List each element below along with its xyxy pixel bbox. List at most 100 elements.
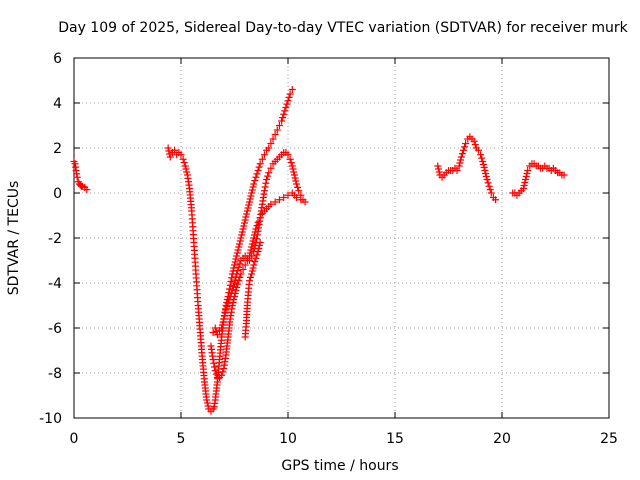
data-point xyxy=(228,302,236,309)
data-point xyxy=(254,248,262,255)
data-point xyxy=(241,261,249,269)
data-point xyxy=(203,396,211,404)
y-tick-label: -6 xyxy=(48,321,62,337)
data-point xyxy=(457,153,465,161)
data-point xyxy=(228,286,236,294)
data-point xyxy=(231,261,238,269)
data-point xyxy=(255,242,263,249)
data-point xyxy=(250,231,258,239)
data-point xyxy=(239,225,247,233)
data-point xyxy=(479,158,487,165)
data-point xyxy=(261,183,269,191)
y-tick-label: -4 xyxy=(48,276,62,292)
data-point xyxy=(210,359,218,367)
data-point xyxy=(219,318,227,326)
data-point xyxy=(212,327,220,335)
data-point xyxy=(255,245,263,252)
data-point xyxy=(301,198,309,206)
data-point xyxy=(239,266,247,273)
data-point xyxy=(211,363,219,371)
data-point xyxy=(253,222,261,230)
data-point xyxy=(224,299,232,307)
data-point xyxy=(228,274,236,282)
data-point xyxy=(245,252,253,260)
data-point xyxy=(233,249,241,257)
data-point xyxy=(245,277,253,285)
data-point xyxy=(265,169,273,177)
data-point xyxy=(245,198,253,206)
data-point xyxy=(240,222,248,230)
data-point xyxy=(453,167,461,174)
data-point xyxy=(171,146,179,154)
y-tick-label: -10 xyxy=(39,411,62,427)
data-point xyxy=(240,219,248,227)
data-point xyxy=(456,159,464,167)
data-point xyxy=(235,240,243,248)
data-point xyxy=(250,180,258,188)
data-point xyxy=(231,279,238,287)
data-point xyxy=(487,189,495,197)
data-point xyxy=(221,312,229,320)
chart-title: Day 109 of 2025, Sidereal Day-to-day VTE… xyxy=(58,20,628,36)
data-point xyxy=(234,280,242,288)
data-point xyxy=(477,151,485,159)
data-point xyxy=(458,150,466,158)
data-point xyxy=(256,214,264,222)
data-point xyxy=(293,194,301,201)
data-point xyxy=(267,200,275,208)
data-point xyxy=(292,177,300,185)
data-point xyxy=(250,261,258,269)
data-point xyxy=(234,246,242,254)
data-point xyxy=(252,225,260,233)
y-tick-label: -8 xyxy=(48,366,62,382)
data-point xyxy=(213,331,221,339)
data-point xyxy=(484,179,492,187)
data-point xyxy=(522,173,530,180)
data-point xyxy=(209,329,217,336)
data-point xyxy=(457,156,465,164)
data-point xyxy=(291,174,299,182)
data-point xyxy=(258,155,266,163)
data-point xyxy=(492,196,500,204)
data-point xyxy=(249,237,257,245)
data-point xyxy=(166,153,174,161)
data-point xyxy=(482,170,490,177)
data-point xyxy=(293,180,301,188)
data-point xyxy=(250,234,258,242)
data-point xyxy=(248,270,256,278)
data-point xyxy=(232,287,240,294)
data-point xyxy=(244,204,252,212)
data-point xyxy=(295,187,303,195)
data-point xyxy=(280,110,288,118)
data-point xyxy=(165,147,173,155)
data-point xyxy=(263,176,271,183)
data-point xyxy=(482,173,490,180)
data-point xyxy=(519,185,527,192)
data-point xyxy=(231,290,239,297)
data-point xyxy=(290,168,298,176)
data-point xyxy=(180,159,188,167)
data-point xyxy=(435,165,443,173)
data-point xyxy=(260,151,268,159)
data-point xyxy=(251,177,259,185)
x-axis: 0 5 10 15 20 25 xyxy=(70,58,618,447)
data-point xyxy=(235,243,243,251)
data-point xyxy=(485,182,493,190)
data-point xyxy=(179,155,187,163)
data-point xyxy=(243,207,251,215)
data-point xyxy=(271,131,279,138)
data-point xyxy=(247,273,255,281)
data-point xyxy=(226,281,234,289)
data-point xyxy=(253,170,261,178)
data-point xyxy=(279,114,287,122)
data-point xyxy=(235,277,243,285)
data-point xyxy=(230,296,238,303)
x-tick-label: 0 xyxy=(70,431,79,447)
data-point xyxy=(480,164,488,171)
data-point xyxy=(232,255,240,263)
data-point xyxy=(248,189,256,197)
data-point xyxy=(280,194,288,201)
data-point xyxy=(211,324,219,332)
data-point xyxy=(288,86,296,93)
